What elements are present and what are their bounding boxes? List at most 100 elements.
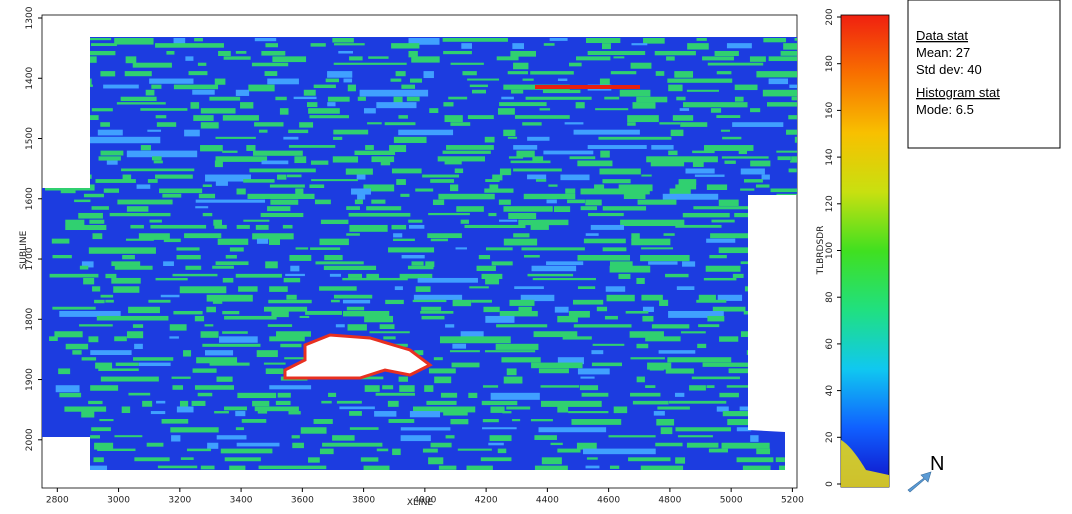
map-texture [309,184,324,188]
map-texture [687,443,718,448]
map-texture [607,295,635,301]
map-texture [586,466,600,469]
map-texture [800,344,844,351]
map-texture [800,435,820,439]
map-texture [428,457,443,464]
map-texture [512,43,524,49]
map-texture [202,344,260,347]
map-texture [650,368,664,370]
map-texture [187,449,211,452]
map-texture [707,385,715,388]
map-texture [574,130,640,135]
map-texture [656,71,665,76]
colorbar-tick-label: 180 [825,55,835,72]
map-texture [240,102,253,108]
map-texture [482,427,517,429]
map-texture [169,336,179,338]
map-texture [311,179,358,181]
map-texture [148,300,170,303]
map-texture [470,85,488,87]
map-texture [249,168,315,172]
map-texture [237,443,280,447]
map-texture [367,122,382,124]
map-texture [560,175,589,181]
map-texture [215,79,226,85]
map-texture [258,411,267,414]
map-texture [310,247,340,250]
map-texture [265,71,278,76]
map-texture [270,200,298,205]
map-texture [52,255,71,258]
map-texture [711,108,721,113]
map-texture [756,449,770,455]
map-texture [336,324,345,327]
map-texture [511,90,523,94]
map-texture [81,411,94,417]
map-texture [98,130,123,136]
map-texture [267,79,299,85]
map-texture [542,457,562,464]
map-texture [707,316,724,321]
map-texture [148,179,158,183]
map-texture [702,56,734,60]
map-texture [339,406,374,409]
map-texture [697,38,707,41]
map-texture [620,220,684,226]
map-texture [100,71,115,76]
map-texture [127,206,149,212]
map-texture [577,443,597,450]
map-texture [563,336,592,339]
map-texture [531,419,553,421]
map-texture [554,206,570,212]
map-texture [343,300,370,304]
map-texture [332,38,354,43]
map-texture [224,56,251,59]
map-texture [286,295,296,300]
map-texture [438,194,494,200]
map-texture [396,71,406,76]
map-texture [497,56,519,60]
map-texture [225,457,261,461]
map-texture [603,206,646,210]
map-texture [568,411,608,413]
map-texture [269,239,280,245]
map-texture [511,161,551,164]
map-texture [259,466,327,469]
map-texture [346,206,360,210]
map-texture [486,247,513,250]
map-texture [110,213,171,216]
map-texture [201,108,236,113]
map-texture [719,393,739,397]
map-texture [91,43,117,46]
map-texture [349,225,387,232]
map-texture [157,122,176,127]
map-texture [763,38,786,42]
map-texture [92,286,100,291]
map-texture [426,401,456,405]
map-texture [482,401,518,405]
map-texture [518,220,568,225]
map-texture [557,316,578,322]
map-texture [247,194,314,199]
map-texture [716,115,740,118]
map-texture [578,368,610,374]
map-texture [484,188,513,192]
map-texture [216,261,249,265]
map-texture [508,71,528,74]
map-texture [440,336,511,343]
map-texture [215,137,255,139]
map-texture [65,220,84,225]
map-texture [410,79,422,83]
map-texture [591,350,603,354]
map-texture [97,449,135,451]
map-texture [261,51,285,56]
map-texture [89,247,156,253]
map-texture [577,161,612,167]
map-texture [412,261,424,265]
map-texture [321,401,331,404]
map-texture [217,435,247,439]
map-texture [288,130,308,133]
map-texture [122,255,135,259]
map-texture [307,102,317,107]
map-texture [361,457,378,461]
